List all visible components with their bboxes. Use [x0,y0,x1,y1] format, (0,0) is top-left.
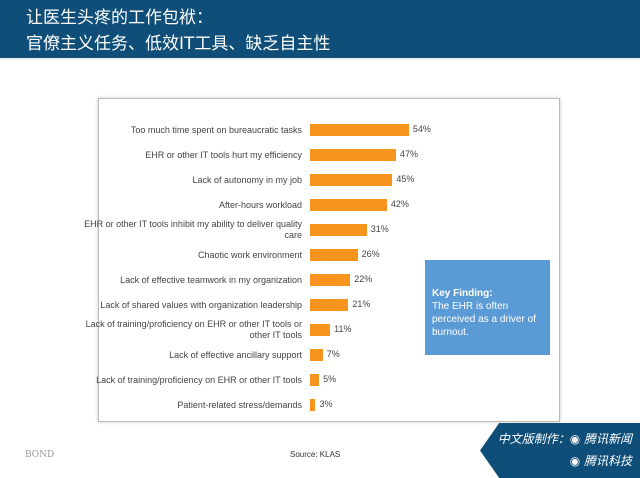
credit-line-1: 中文版制作：◉ 腾讯新闻 [497,432,632,446]
category-label: EHR or other IT tools inhibit my ability… [84,219,302,240]
category-label: EHR or other IT tools hurt my efficiency [145,149,302,160]
data-label: 5% [323,374,337,384]
bar [310,349,323,361]
bar [310,274,351,286]
category-label: Too much time spent on bureaucratic task… [130,124,302,135]
bar [310,149,396,161]
bar [310,249,358,261]
data-label: 47% [400,149,419,159]
category-label: Lack of training/proficiency on EHR or o… [85,319,302,340]
bond-logo: BOND [25,450,55,460]
bar [310,399,316,411]
data-label: 45% [396,174,415,184]
data-label: 7% [326,349,340,359]
category-label: Chaotic work environment [197,249,302,260]
key-finding-box: Key Finding: The EHR is often perceived a… [425,260,550,355]
data-label: 42% [390,199,409,209]
credit-banner: 中文版制作：◉ 腾讯新闻 ◉ 腾讯科技 [480,423,640,478]
credit-line-2: ◉ 腾讯科技 [569,454,632,468]
key-finding-text: The EHR is often perceived as a driver o… [432,301,536,338]
category-label: After-hours workload [218,199,302,210]
bar [310,299,349,311]
data-label: 54% [412,124,431,134]
bar [310,199,387,211]
data-label: 21% [352,299,371,309]
key-finding-title: Key Finding: [432,288,493,299]
bar [310,224,367,236]
title-line-2: 官僚主义任务、低效IT工具、缺乏自主性 [26,34,331,54]
category-label: Lack of shared values with organization … [100,299,302,310]
category-label: Lack of effective teamwork in my organiz… [120,274,302,285]
source-note: Source: KLAS [290,450,341,459]
category-label: Lack of autonomy in my job [192,174,302,185]
bar [310,324,331,336]
data-label: 31% [370,224,389,234]
header: 让医生头疼的工作包袱： 官僚主义任务、低效IT工具、缺乏自主性 [0,0,640,60]
bar [310,174,393,186]
bar [310,374,320,386]
bar [310,124,409,136]
data-label: 11% [334,324,352,334]
category-label: Patient-related stress/demands [177,399,302,410]
data-label: 3% [319,399,333,409]
category-label: Lack of effective ancillary support [169,349,302,360]
title-line-1: 让医生头疼的工作包袱： [26,8,213,28]
data-label: 22% [354,274,373,284]
category-label: Lack of training/proficiency on EHR or o… [96,374,302,385]
data-label: 26% [361,249,380,259]
